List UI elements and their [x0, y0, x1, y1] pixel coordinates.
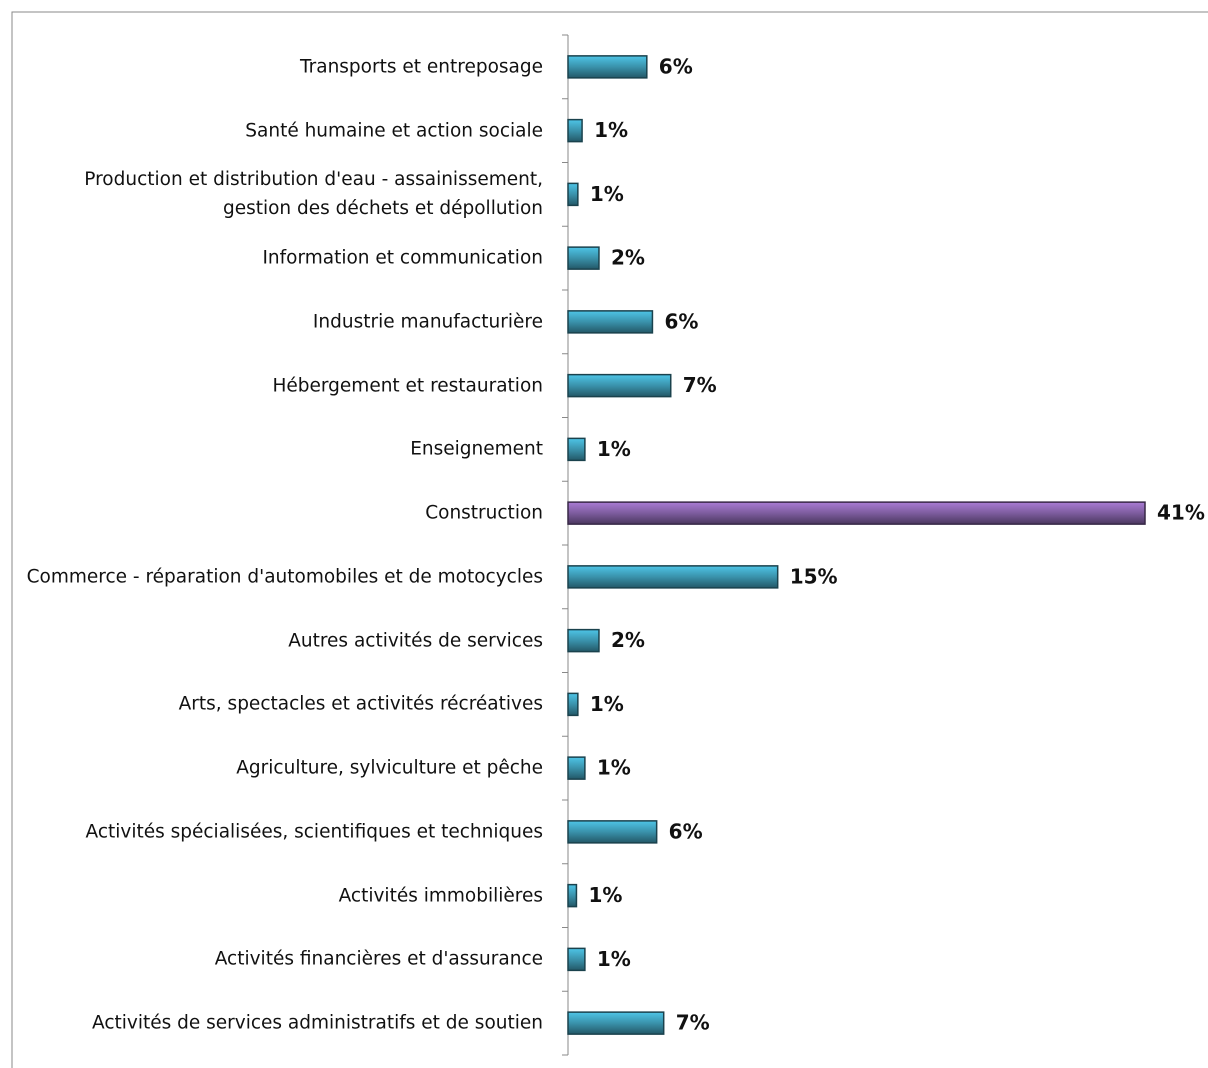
bar [567, 373, 672, 398]
category-label: Information et communication [262, 247, 543, 269]
value-label: 1% [597, 437, 631, 461]
value-label: 1% [594, 118, 628, 142]
value-label: 1% [590, 692, 624, 716]
value-label: 1% [588, 883, 622, 907]
category-label: Santé humaine et action sociale [245, 120, 543, 142]
category-label: Hébergement et restauration [272, 375, 543, 397]
category-label: Industrie manufacturière [312, 311, 543, 333]
value-label: 6% [669, 819, 703, 843]
value-label: 2% [611, 628, 645, 652]
bar [567, 310, 654, 334]
value-label: 7% [676, 1011, 710, 1035]
value-label: 6% [664, 309, 698, 333]
bar [567, 565, 779, 589]
category-label: Commerce - réparation d'automobiles et d… [26, 566, 543, 588]
value-label: 41% [1157, 501, 1205, 525]
bar [567, 883, 578, 908]
frame [11, 11, 1208, 1068]
bar [567, 55, 648, 79]
category-label: Production et distribution d'eau - assai… [84, 169, 543, 220]
bar [567, 820, 658, 844]
value-label: 1% [590, 182, 624, 206]
category-label: Autres activités de services [288, 630, 543, 652]
value-label: 2% [611, 246, 645, 270]
bar [567, 246, 600, 270]
category-label: Agriculture, sylviculture et pêche [236, 757, 543, 779]
category-label: Construction [425, 502, 543, 524]
value-label: 7% [683, 373, 717, 397]
bar [567, 756, 586, 780]
value-label: 1% [597, 756, 631, 780]
value-label: 6% [659, 54, 693, 78]
category-label: Enseignement [410, 438, 543, 460]
category-label: Activités immobilières [338, 885, 543, 907]
bar [567, 118, 583, 143]
category-label: Activités financières et d'assurance [214, 948, 543, 970]
category-label: Activités de services administratifs et … [91, 1012, 543, 1034]
category-label: Activités spécialisées, scientifiques et… [85, 821, 543, 843]
category-label: Arts, spectacles et activités récréative… [178, 693, 543, 715]
bar [567, 692, 579, 717]
category-label: Transports et entreposage [300, 56, 543, 78]
bar [567, 437, 586, 462]
value-label: 15% [790, 564, 838, 588]
value-label: 1% [597, 947, 631, 971]
bar [567, 628, 600, 653]
bar [567, 947, 586, 972]
bar [567, 182, 579, 207]
bar [567, 1011, 665, 1035]
bar [567, 501, 1146, 525]
